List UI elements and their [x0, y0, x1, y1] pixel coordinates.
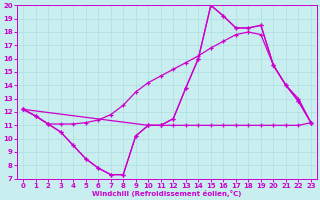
X-axis label: Windchill (Refroidissement éolien,°C): Windchill (Refroidissement éolien,°C) — [92, 190, 242, 197]
